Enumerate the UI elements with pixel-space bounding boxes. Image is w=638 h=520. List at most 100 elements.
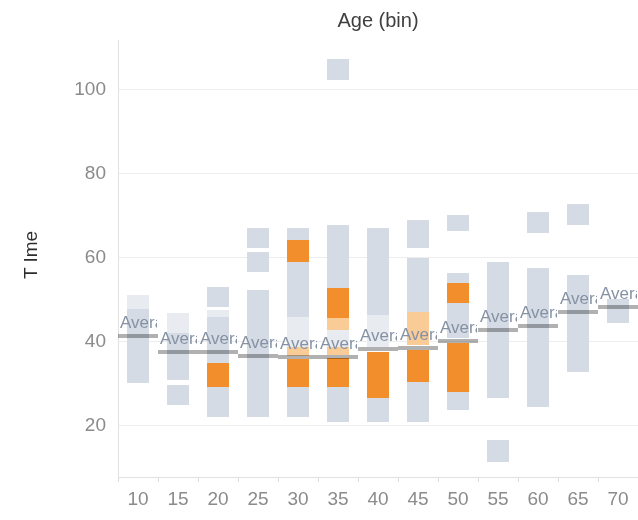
- y-tick-label: 100: [56, 78, 106, 100]
- average-reference-label: Average: [360, 326, 397, 346]
- x-tick-mark: [598, 478, 599, 482]
- average-reference-line: [358, 347, 398, 351]
- y-gridline: [118, 425, 638, 426]
- average-reference-label: Average: [200, 329, 237, 349]
- average-reference-line: [318, 355, 358, 359]
- mark-segment[interactable]: [567, 204, 589, 225]
- y-tick-label: 80: [56, 162, 106, 184]
- average-reference-label: Average: [520, 303, 557, 323]
- mark-segment[interactable]: [247, 228, 269, 248]
- average-reference-label: Average: [440, 318, 477, 338]
- mark-segment[interactable]: [167, 385, 189, 405]
- mark-segment[interactable]: [327, 59, 349, 80]
- x-tick-mark: [358, 478, 359, 482]
- average-reference-label: Average: [320, 334, 357, 354]
- average-reference-line: [158, 350, 198, 354]
- x-tick-label: 10: [118, 488, 158, 510]
- mark-segment[interactable]: [287, 262, 309, 317]
- mark-segment[interactable]: [447, 343, 469, 392]
- x-tick-label: 60: [518, 488, 558, 510]
- x-tick-mark: [518, 478, 519, 482]
- mark-segment[interactable]: [407, 258, 429, 312]
- x-tick-mark: [118, 478, 119, 482]
- average-reference-line: [518, 324, 558, 328]
- mark-segment[interactable]: [287, 359, 309, 387]
- y-gridline: [118, 89, 638, 90]
- x-tick-mark: [558, 478, 559, 482]
- mark-segment[interactable]: [127, 295, 149, 309]
- y-gridline: [118, 173, 638, 174]
- average-reference-line: [198, 350, 238, 354]
- mark-segment[interactable]: [247, 252, 269, 272]
- mark-segment[interactable]: [327, 288, 349, 318]
- mark-segment[interactable]: [327, 358, 349, 387]
- x-tick-label: 20: [198, 488, 238, 510]
- y-tick-label: 40: [56, 330, 106, 352]
- mark-segment[interactable]: [407, 220, 429, 248]
- mark-segment[interactable]: [487, 440, 509, 462]
- x-tick-label: 25: [238, 488, 278, 510]
- x-tick-label: 40: [358, 488, 398, 510]
- x-tick-label: 65: [558, 488, 598, 510]
- y-axis-title: T Ime: [20, 231, 42, 279]
- average-reference-label: Average: [600, 284, 637, 304]
- mark-segment[interactable]: [447, 215, 469, 231]
- mark-segment[interactable]: [207, 287, 229, 307]
- mark-segment[interactable]: [407, 350, 429, 382]
- x-tick-mark: [238, 478, 239, 482]
- x-tick-mark: [278, 478, 279, 482]
- average-reference-label: Average: [240, 333, 277, 353]
- mark-segment[interactable]: [287, 240, 309, 262]
- x-axis-line: [118, 477, 638, 478]
- y-tick-label: 60: [56, 246, 106, 268]
- mark-segment[interactable]: [287, 387, 309, 417]
- mark-segment[interactable]: [287, 228, 309, 240]
- mark-segment[interactable]: [527, 212, 549, 233]
- x-tick-mark: [198, 478, 199, 482]
- mark-segment[interactable]: [327, 225, 349, 288]
- x-tick-label: 50: [438, 488, 478, 510]
- mark-segment[interactable]: [367, 228, 389, 315]
- mark-segment[interactable]: [327, 387, 349, 422]
- average-reference-line: [238, 354, 278, 358]
- mark-segment[interactable]: [407, 382, 429, 422]
- mark-segment[interactable]: [367, 352, 389, 398]
- average-reference-line: [598, 305, 638, 309]
- x-tick-label: 30: [278, 488, 318, 510]
- x-tick-mark: [398, 478, 399, 482]
- average-reference-label: Average: [280, 334, 317, 354]
- average-reference-label: Average: [400, 325, 437, 345]
- x-tick-label: 15: [158, 488, 198, 510]
- x-tick-mark: [438, 478, 439, 482]
- chart-canvas: Age (bin) T Ime 204060801001015202530354…: [0, 0, 638, 520]
- average-reference-label: Average: [160, 329, 197, 349]
- average-reference-line: [398, 346, 438, 350]
- average-reference-line: [278, 355, 318, 359]
- mark-segment[interactable]: [207, 387, 229, 417]
- mark-segment[interactable]: [207, 363, 229, 387]
- chart-title: Age (bin): [118, 9, 638, 32]
- average-reference-line: [478, 328, 518, 332]
- y-axis-line: [118, 40, 119, 477]
- mark-segment[interactable]: [447, 273, 469, 283]
- average-reference-line: [438, 339, 478, 343]
- average-reference-line: [118, 334, 158, 338]
- average-reference-label: Average: [560, 289, 597, 309]
- mark-segment[interactable]: [327, 318, 349, 330]
- x-tick-label: 35: [318, 488, 358, 510]
- x-tick-mark: [478, 478, 479, 482]
- average-reference-label: Average: [120, 313, 157, 333]
- mark-segment[interactable]: [367, 398, 389, 422]
- x-tick-mark: [318, 478, 319, 482]
- x-tick-label: 70: [598, 488, 638, 510]
- y-tick-label: 20: [56, 414, 106, 436]
- average-reference-line: [558, 310, 598, 314]
- mark-segment[interactable]: [527, 268, 549, 407]
- x-tick-label: 45: [398, 488, 438, 510]
- mark-segment[interactable]: [447, 283, 469, 303]
- x-tick-mark: [158, 478, 159, 482]
- mark-segment[interactable]: [207, 310, 229, 317]
- average-reference-label: Average: [480, 307, 517, 327]
- x-tick-label: 55: [478, 488, 518, 510]
- mark-segment[interactable]: [447, 392, 469, 410]
